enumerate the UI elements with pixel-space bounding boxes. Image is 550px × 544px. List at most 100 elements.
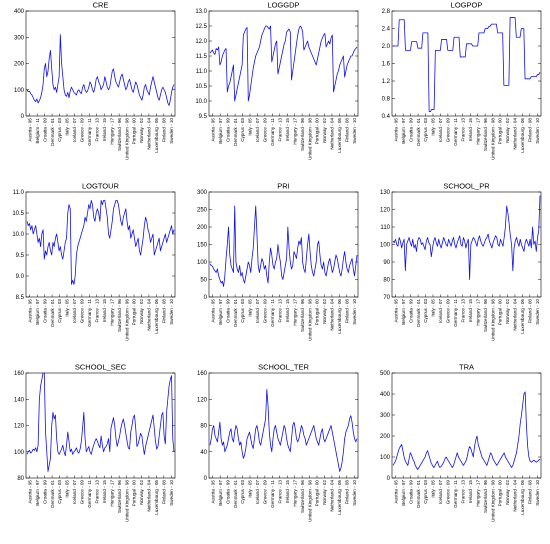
x-tick-label: Germany - 11 [270,118,275,146]
x-tick-label: Cyprus - 03 [240,299,245,323]
y-tick-label: 2.4 [382,27,391,33]
x-tick-label: Austria - 95 [27,480,32,504]
x-tick-label: Norway - 02 [322,118,327,143]
x-tick-label: Cyprus - 03 [240,480,245,504]
x-tick-label: Croatia - 99 [225,480,230,504]
x-tick-label: Luxembourg - 06 [337,118,342,153]
x-tick-label: Finland - 08 [345,299,350,324]
x-tick-label: Croatia - 99 [408,480,413,504]
x-tick-label: Austria - 95 [210,480,215,504]
x-tick-label: Finland - 08 [528,118,533,143]
x-tick-label: Italy - 05 [65,480,70,498]
y-tick-label: 200 [197,225,208,231]
x-tick-label: Sweden - 10 [535,480,540,506]
x-tick-label: Iceland - 07 [438,118,443,142]
y-tick-label: 1.2 [382,79,391,85]
x-tick-label: Hungary - 17 [109,118,114,145]
x-tick-label: Portugal - 00 [498,299,503,326]
x-tick-label: Norway - 02 [139,299,144,324]
x-tick-label: Greece - 09 [446,480,451,505]
x-tick-label: Sweden - 10 [535,118,540,144]
x-tick-label: Denmark - 01 [416,480,421,508]
y-tick-label: 100 [380,455,391,461]
y-tick-label: 9.5 [16,253,25,259]
x-tick-label: Norway - 02 [139,480,144,505]
chart-logtour: LOGTOUR 8.5 9.0 9.5 10.0 10.5 11.0 Austria - 95… [12,182,176,341]
y-tick-label: 40 [200,450,207,456]
y-tick-label: 9.5 [199,114,208,120]
x-tick-label: Italy - 05 [431,118,436,136]
x-tick-label: Portugal - 00 [315,299,320,326]
x-tick-label: Austria - 95 [210,118,215,142]
x-tick-label: Luxembourg - 06 [520,480,525,515]
x-tick-label: Ireland - 15 [285,480,290,504]
series-line [393,17,541,113]
x-tick-label: Switzerland - 96 [483,480,488,513]
y-tick-label: 1.6 [382,62,391,68]
x-tick-label: Sweden - 10 [352,299,357,325]
x-tick-label: United Kingdom - 98 [490,480,495,522]
chart-title: SCHOOL_TER [258,363,309,372]
y-tick-label: 130 [380,190,391,196]
x-tick-label: Switzerland - 96 [300,480,305,513]
y-tick-label: 8.5 [16,295,25,301]
x-tick-label: Croatia - 99 [42,480,47,504]
x-tick-label: Ireland - 15 [102,299,107,323]
y-tick-label: 90 [383,260,390,266]
x-tick-label: Greece - 09 [263,299,268,324]
x-tick-label: Switzerland - 96 [483,118,488,151]
series-line [209,205,358,287]
x-tick-label: Croatia - 99 [408,118,413,142]
y-tick-label: 12.5 [195,24,207,30]
x-tick-label: Netherland - 04 [147,299,152,331]
x-tick-label: Switzerland - 96 [483,299,488,332]
x-tick-label: Norway - 02 [505,118,510,143]
y-tick-label: 10.0 [195,99,207,105]
x-tick-label: Austria - 95 [27,118,32,142]
x-tick-label: Denmark - 01 [233,118,238,146]
x-tick-label: Portugal - 00 [315,118,320,145]
x-tick-label: Croatia - 99 [42,299,47,323]
x-tick-label: Portugal - 00 [132,299,137,326]
chart-pri: PRI 0 50 100 150 200 250 300 Austria - 95 Belgium… [197,182,359,341]
y-tick-label: 100 [14,88,25,94]
y-tick-label: 11.0 [196,69,208,75]
x-tick-label: Ireland - 15 [468,299,473,323]
chart-title: LOGPOP [451,1,483,10]
x-tick-label: France - 13 [460,299,465,323]
x-tick-label: Switzerland - 96 [300,118,305,151]
x-tick-label: Cyprus - 03 [423,480,428,504]
x-tick-label: France - 13 [277,118,282,142]
plot-frame [25,191,176,298]
y-tick-label: 0 [387,476,391,482]
y-tick-label: 10.5 [195,84,207,90]
x-tick-label: Belgium - 97 [218,299,223,325]
y-tick-label: 12.0 [195,39,207,45]
x-tick-label: Netherland - 04 [513,118,518,150]
y-tick-label: 100 [14,450,25,456]
x-tick-label: Germany - 11 [87,480,92,508]
x-tick-label: Denmark - 01 [416,118,421,146]
series-line [26,199,175,285]
x-tick-label: Iceland - 07 [255,299,260,323]
x-tick-label: United Kingdom - 98 [124,299,129,341]
x-tick-label: Denmark - 01 [50,480,55,508]
x-tick-label: Iceland - 07 [438,299,443,323]
plot-frame [208,372,359,479]
x-tick-label: Norway - 02 [505,299,510,324]
x-tick-label: France - 13 [460,480,465,504]
y-tick-label: 300 [197,190,208,196]
x-tick-label: Croatia - 99 [408,299,413,323]
series-line [209,389,358,472]
x-tick-label: Cyprus - 03 [57,480,62,504]
x-tick-label: France - 13 [94,118,99,142]
y-tick-label: 400 [380,392,391,398]
x-tick-label: France - 13 [460,118,465,142]
chart-school_ter: SCHOOL_TER 0 40 80 120 160 Austria - 95 Belgium… [197,363,359,522]
y-tick-label: 160 [14,371,25,377]
x-tick-label: Netherland - 04 [513,299,518,331]
x-tick-label: Belgium - 11 [35,118,40,144]
plot-frame [25,372,176,479]
x-tick-label: United Kingdom - 98 [124,118,129,160]
x-tick-label: Netherland - 04 [147,118,152,150]
